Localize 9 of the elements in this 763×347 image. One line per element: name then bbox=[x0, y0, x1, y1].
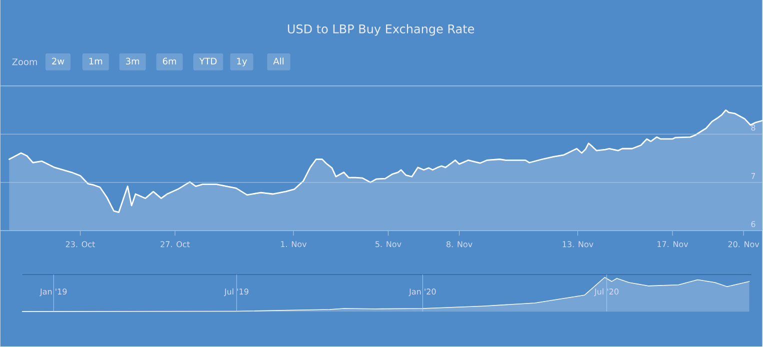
text: Zoom bbox=[12, 58, 37, 66]
text: 2w bbox=[52, 58, 64, 65]
text: 6m bbox=[162, 58, 176, 65]
text: 1m bbox=[89, 58, 102, 65]
chart-title: USD to LBP Buy Exchange Rate bbox=[288, 24, 474, 36]
text: 1y bbox=[237, 58, 247, 67]
text: YTD bbox=[199, 58, 217, 65]
text: 3m bbox=[126, 58, 140, 65]
text: All bbox=[273, 58, 284, 65]
